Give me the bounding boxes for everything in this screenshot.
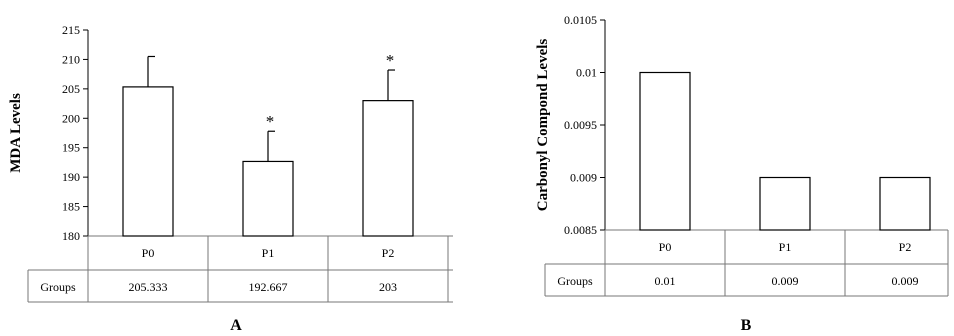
table-row-label: Groups bbox=[557, 274, 593, 288]
y-tick-label: 205 bbox=[62, 82, 80, 96]
significance-marker: * bbox=[266, 112, 275, 131]
table-cell-value: 205.333 bbox=[129, 280, 168, 294]
bar-p2 bbox=[879, 176, 931, 231]
y-tick-label: 200 bbox=[62, 111, 80, 125]
y-tick-label: 215 bbox=[62, 23, 80, 37]
category-label-p0: P0 bbox=[659, 240, 672, 254]
y-tick-label: 0.009 bbox=[570, 171, 597, 185]
panel-label: B bbox=[741, 317, 752, 334]
y-tick-label: 0.0095 bbox=[564, 118, 597, 132]
table-cell-value: 0.01 bbox=[655, 274, 676, 288]
table-cell-value: 192.667 bbox=[249, 280, 288, 294]
table-row-label: Groups bbox=[40, 280, 76, 294]
chart-b: 0.0085 0.009 0.0095 0.01 0.0105 Carbonyl Comp… bbox=[535, 13, 949, 334]
y-tick-label: 0.01 bbox=[576, 66, 597, 80]
panel-label: A bbox=[230, 317, 242, 334]
category-label-p0: P0 bbox=[142, 246, 155, 260]
bar-p1 bbox=[242, 160, 294, 237]
category-label-p1: P1 bbox=[262, 246, 275, 260]
y-tick-label: 195 bbox=[62, 141, 80, 155]
table-cell-value: 0.009 bbox=[892, 274, 919, 288]
bar-p1 bbox=[759, 176, 811, 231]
bar-p0 bbox=[122, 86, 174, 237]
y-tick-label: 190 bbox=[62, 170, 80, 184]
significance-marker: * bbox=[386, 51, 395, 70]
y-tick-label: 0.0105 bbox=[564, 13, 597, 27]
chart-a: 180 185 190 195 200 205 210 215 MDA Levels P0 205.… bbox=[8, 23, 453, 334]
y-axis-title: MDA Levels bbox=[8, 93, 24, 173]
table-cell-value: 203 bbox=[379, 280, 397, 294]
table-cell-value: 0.009 bbox=[772, 274, 799, 288]
bar-p2 bbox=[362, 100, 414, 237]
category-label-p1: P1 bbox=[779, 240, 792, 254]
category-label-p2: P2 bbox=[382, 246, 395, 260]
bar-p0 bbox=[639, 71, 691, 231]
y-tick-label: 180 bbox=[62, 229, 80, 243]
y-tick-label: 185 bbox=[62, 200, 80, 214]
category-label-p2: P2 bbox=[899, 240, 912, 254]
y-tick-label: 0.0085 bbox=[564, 223, 597, 237]
y-tick-label: 210 bbox=[62, 52, 80, 66]
y-axis-title: Carbonyl Compond Levels bbox=[535, 39, 551, 212]
